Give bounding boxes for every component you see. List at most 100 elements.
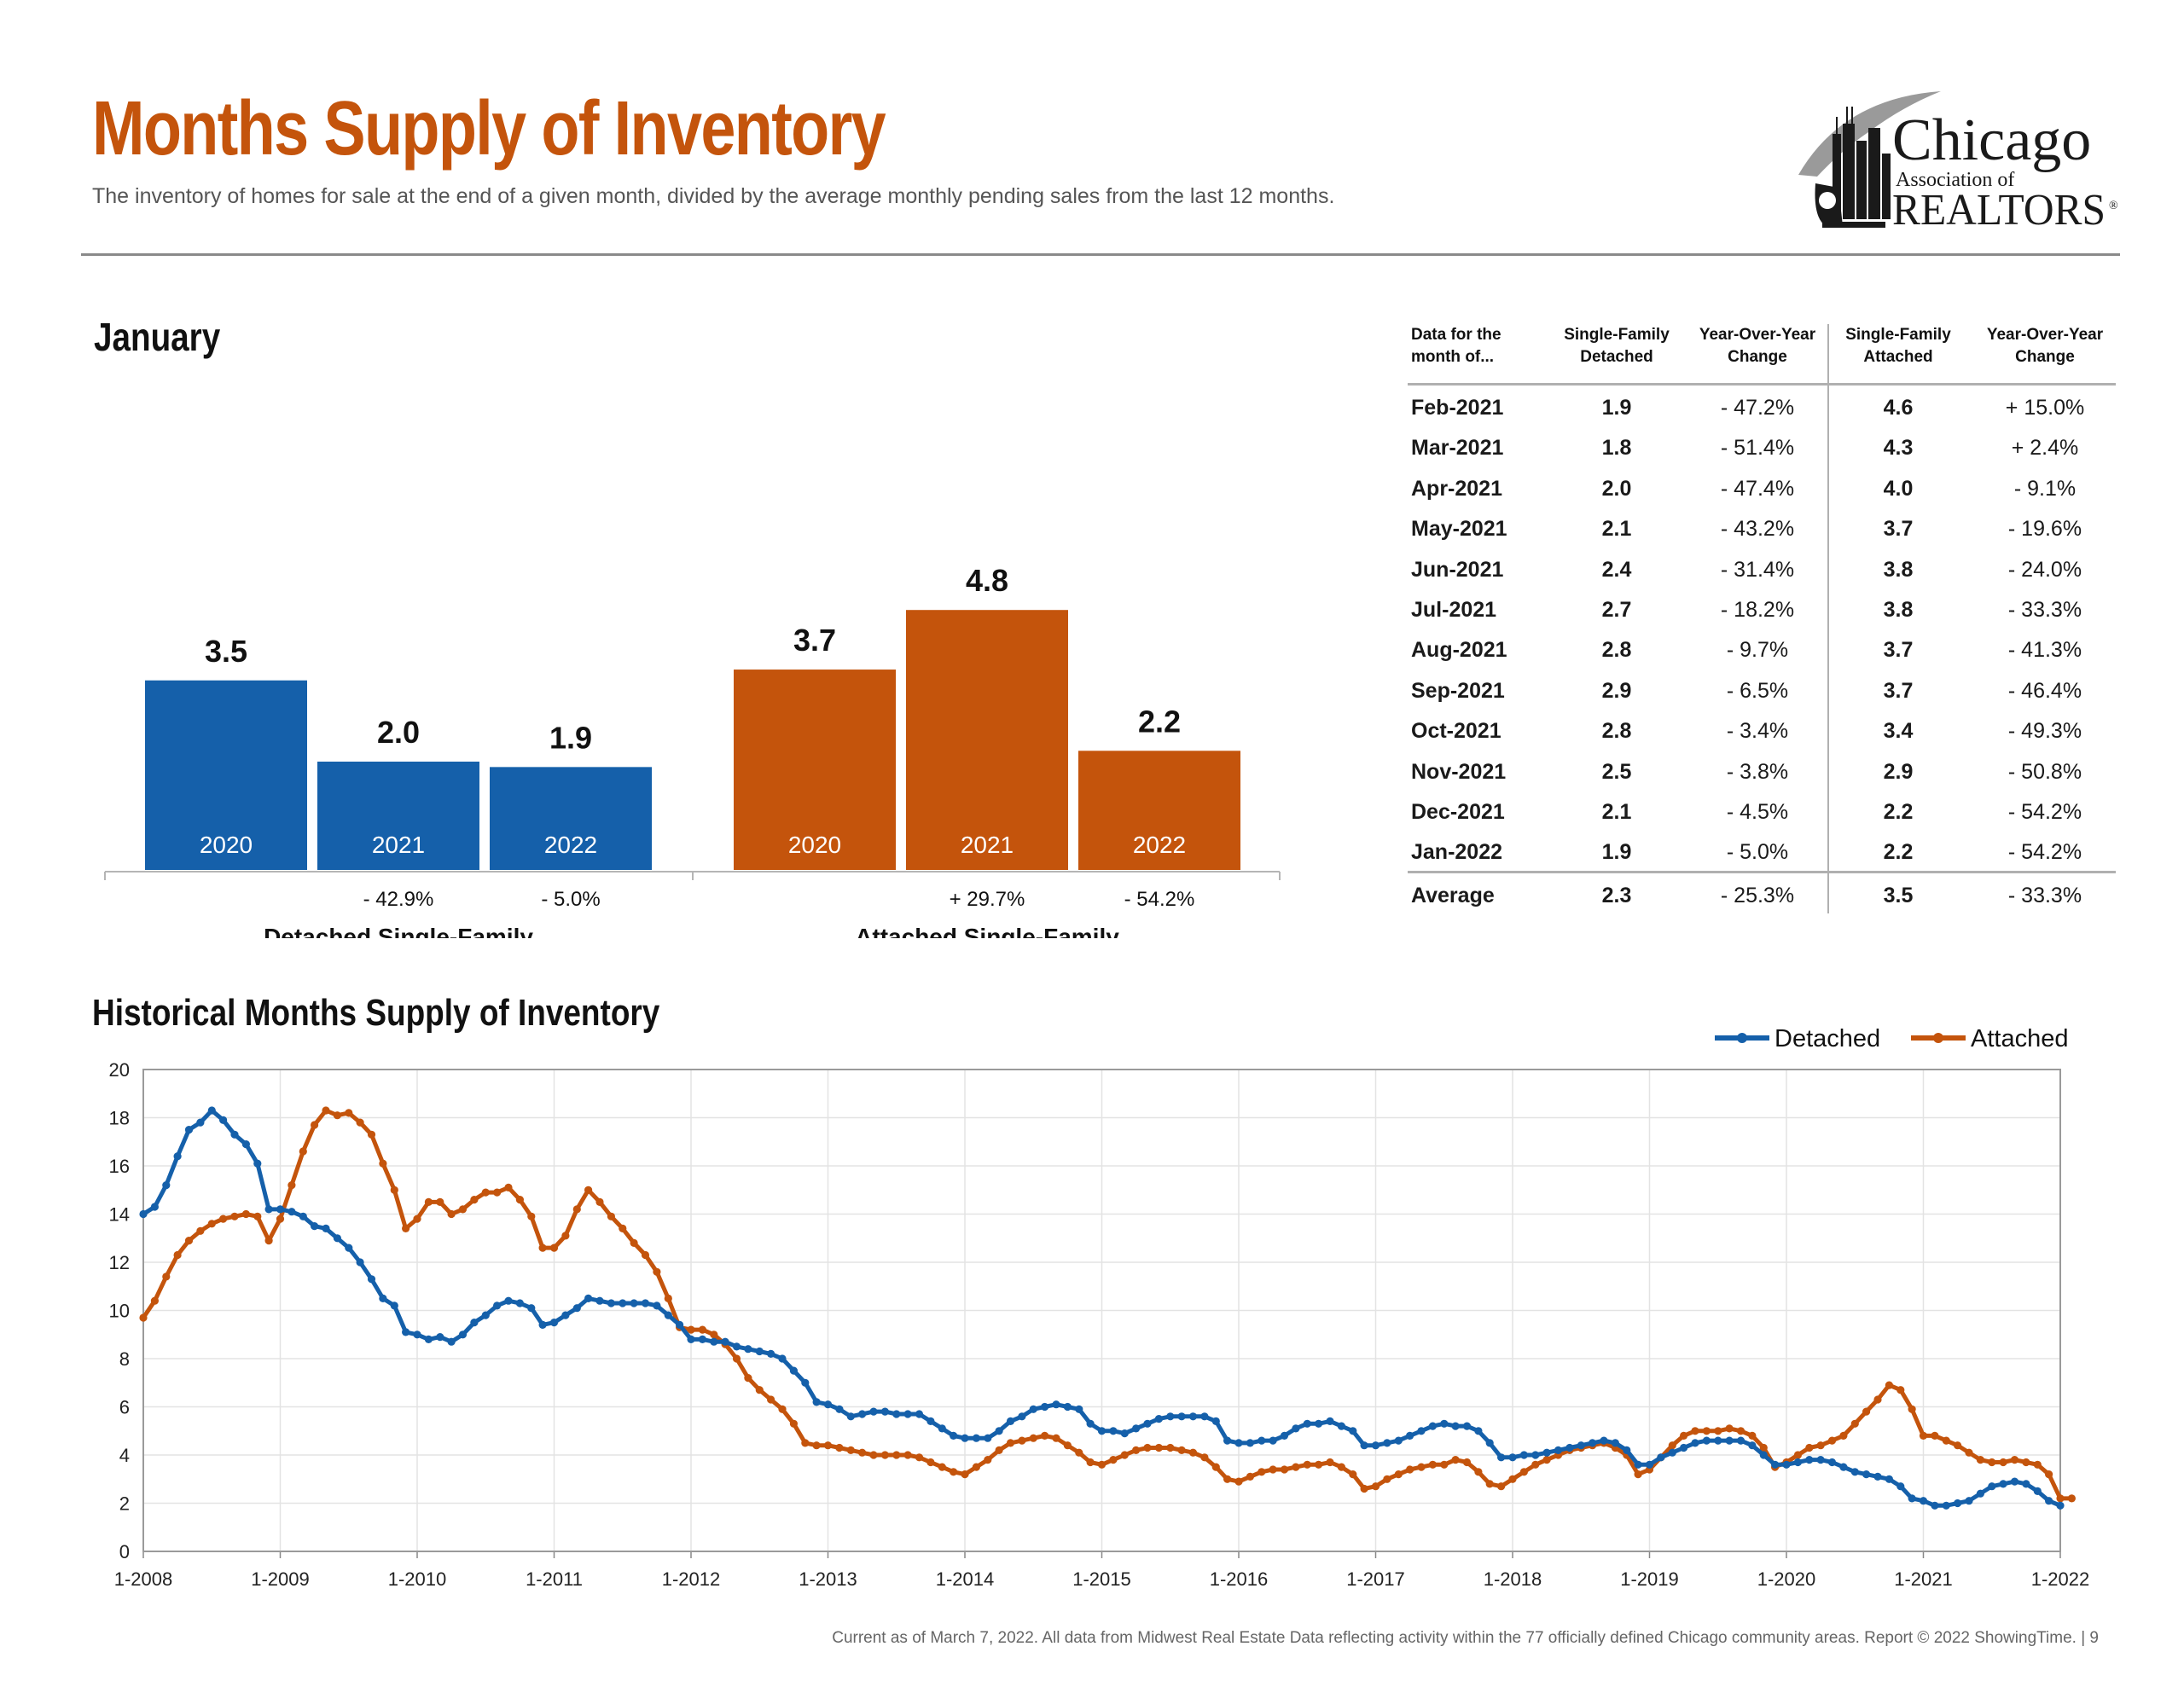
data-point-detached <box>676 1320 684 1329</box>
data-point-attached <box>515 1196 524 1204</box>
data-point-attached <box>184 1237 194 1245</box>
table-column-divider <box>1827 386 1829 914</box>
data-point-detached <box>1474 1427 1483 1435</box>
bar-year-label: 2022 <box>544 832 597 858</box>
table-cell: - 43.2% <box>1720 517 1795 542</box>
data-point-attached <box>858 1448 867 1457</box>
bar-change-label: - 54.2% <box>1124 888 1195 911</box>
data-point-detached <box>801 1378 810 1387</box>
data-point-detached <box>1349 1427 1357 1435</box>
table-cell: - 49.3% <box>2007 719 2082 744</box>
data-point-detached <box>1280 1431 1289 1440</box>
data-point-detached <box>1451 1422 1460 1430</box>
table-row: Oct-2021 2.8 - 3.4% 3.4 - 49.3% <box>1408 709 2116 749</box>
data-point-attached <box>778 1405 787 1413</box>
january-section-title: January <box>94 315 221 359</box>
data-point-detached <box>1759 1451 1768 1459</box>
logo-chicago-text: Chicago <box>1892 107 2091 173</box>
data-point-attached <box>1383 1475 1391 1483</box>
bar-change-label: - 42.9% <box>363 888 434 911</box>
data-point-detached <box>732 1342 741 1351</box>
data-point-detached <box>584 1294 593 1302</box>
data-point-detached <box>789 1366 799 1375</box>
chicago-skyline-icon <box>1798 91 1941 228</box>
data-point-attached <box>1406 1465 1414 1474</box>
data-point-attached <box>1166 1443 1175 1452</box>
data-point-attached <box>333 1111 341 1120</box>
data-point-attached <box>1908 1405 1916 1413</box>
x-tick-label: 1-2020 <box>1757 1568 1816 1590</box>
data-point-detached <box>1097 1427 1107 1435</box>
table-cell: 2.5 <box>1601 759 1632 784</box>
data-point-detached <box>1908 1494 1916 1503</box>
bar-detached-single-family2021 <box>317 762 479 870</box>
data-point-detached <box>1394 1436 1403 1445</box>
data-point-detached <box>1188 1412 1198 1421</box>
table-cell: 4.0 <box>1883 476 1914 501</box>
y-tick-label: 6 <box>119 1397 130 1418</box>
bar-attached-single-family2020 <box>734 670 896 870</box>
data-point-detached <box>619 1299 627 1307</box>
data-point-detached <box>1258 1436 1266 1445</box>
data-point-attached <box>1873 1395 1882 1404</box>
data-point-attached <box>1292 1463 1300 1471</box>
data-point-attached <box>1143 1443 1152 1452</box>
data-point-detached <box>926 1417 935 1425</box>
data-point-attached <box>1942 1436 1950 1445</box>
table-cell: - 50.8% <box>2007 759 2082 784</box>
data-point-attached <box>880 1451 889 1459</box>
series-line-attached <box>141 1108 2072 1501</box>
x-tick-label: 1-2008 <box>114 1568 173 1590</box>
bar-attached-single-family2022 <box>1078 751 1240 870</box>
data-point-detached <box>1006 1417 1015 1425</box>
data-point-attached <box>173 1250 182 1260</box>
data-point-attached <box>1805 1443 1814 1452</box>
data-point-detached <box>755 1347 764 1356</box>
data-point-detached <box>1645 1460 1654 1469</box>
data-point-attached <box>230 1212 239 1220</box>
table-cell: Average <box>1411 883 1495 907</box>
data-point-attached <box>2056 1494 2065 1503</box>
data-point-detached <box>447 1337 456 1346</box>
table-row: Jun-2021 2.4 - 31.4% 3.8 - 24.0% <box>1408 548 2116 588</box>
table-cell: - 18.2% <box>1720 597 1795 622</box>
table-row: Apr-2021 2.0 - 47.4% 4.0 - 9.1% <box>1408 467 2116 507</box>
data-point-detached <box>390 1301 398 1310</box>
table-cell: Feb-2021 <box>1411 396 1504 420</box>
monthly-data-table: Data for the month of... Single-Family Deta… <box>1408 324 2117 914</box>
data-point-attached <box>698 1325 707 1334</box>
data-point-detached <box>458 1330 468 1339</box>
data-point-attached <box>493 1188 502 1197</box>
data-point-detached <box>880 1407 889 1416</box>
table-cell: - 6.5% <box>1726 678 1789 703</box>
data-point-detached <box>1269 1436 1277 1445</box>
table-column-header: Data for the month of... <box>1411 324 1548 368</box>
data-point-attached <box>1634 1470 1642 1479</box>
data-point-detached <box>1862 1470 1871 1479</box>
data-point-attached <box>1154 1443 1163 1452</box>
column-header-line: month of... <box>1411 348 1495 366</box>
table-cell: Jan-2022 <box>1411 840 1503 865</box>
series-attached <box>139 1106 2076 1503</box>
table-cell: Apr-2021 <box>1411 476 1502 501</box>
data-point-attached <box>2033 1460 2042 1469</box>
data-point-detached <box>1565 1443 1574 1452</box>
historical-line-chart: 0 2 4 6 8 10 12 14 16 18 20 1-2008 1-2009 1-2010 1-201… <box>109 1025 2090 1590</box>
x-tick-label: 1-2021 <box>1894 1568 1953 1590</box>
table-cell: 2.3 <box>1601 883 1632 907</box>
table-row: May-2021 2.1 - 43.2% 3.7 - 19.6% <box>1408 507 2116 547</box>
data-point-detached <box>687 1335 695 1343</box>
data-point-detached <box>1782 1460 1791 1469</box>
data-point-detached <box>812 1398 821 1406</box>
data-point-detached <box>2010 1477 2019 1486</box>
x-tick-label: 1-2022 <box>2031 1568 2090 1590</box>
data-point-detached <box>1531 1451 1540 1459</box>
table-row: Dec-2021 2.1 - 4.5% 2.2 - 54.2% <box>1408 790 2116 830</box>
data-point-detached <box>299 1212 307 1220</box>
data-point-attached <box>619 1224 627 1232</box>
table-column-header: Year-Over-Year Change <box>1972 324 2117 368</box>
data-point-detached <box>607 1299 616 1307</box>
data-point-detached <box>1931 1501 1939 1510</box>
data-point-attached <box>379 1159 387 1168</box>
data-point-detached <box>1942 1501 1950 1510</box>
